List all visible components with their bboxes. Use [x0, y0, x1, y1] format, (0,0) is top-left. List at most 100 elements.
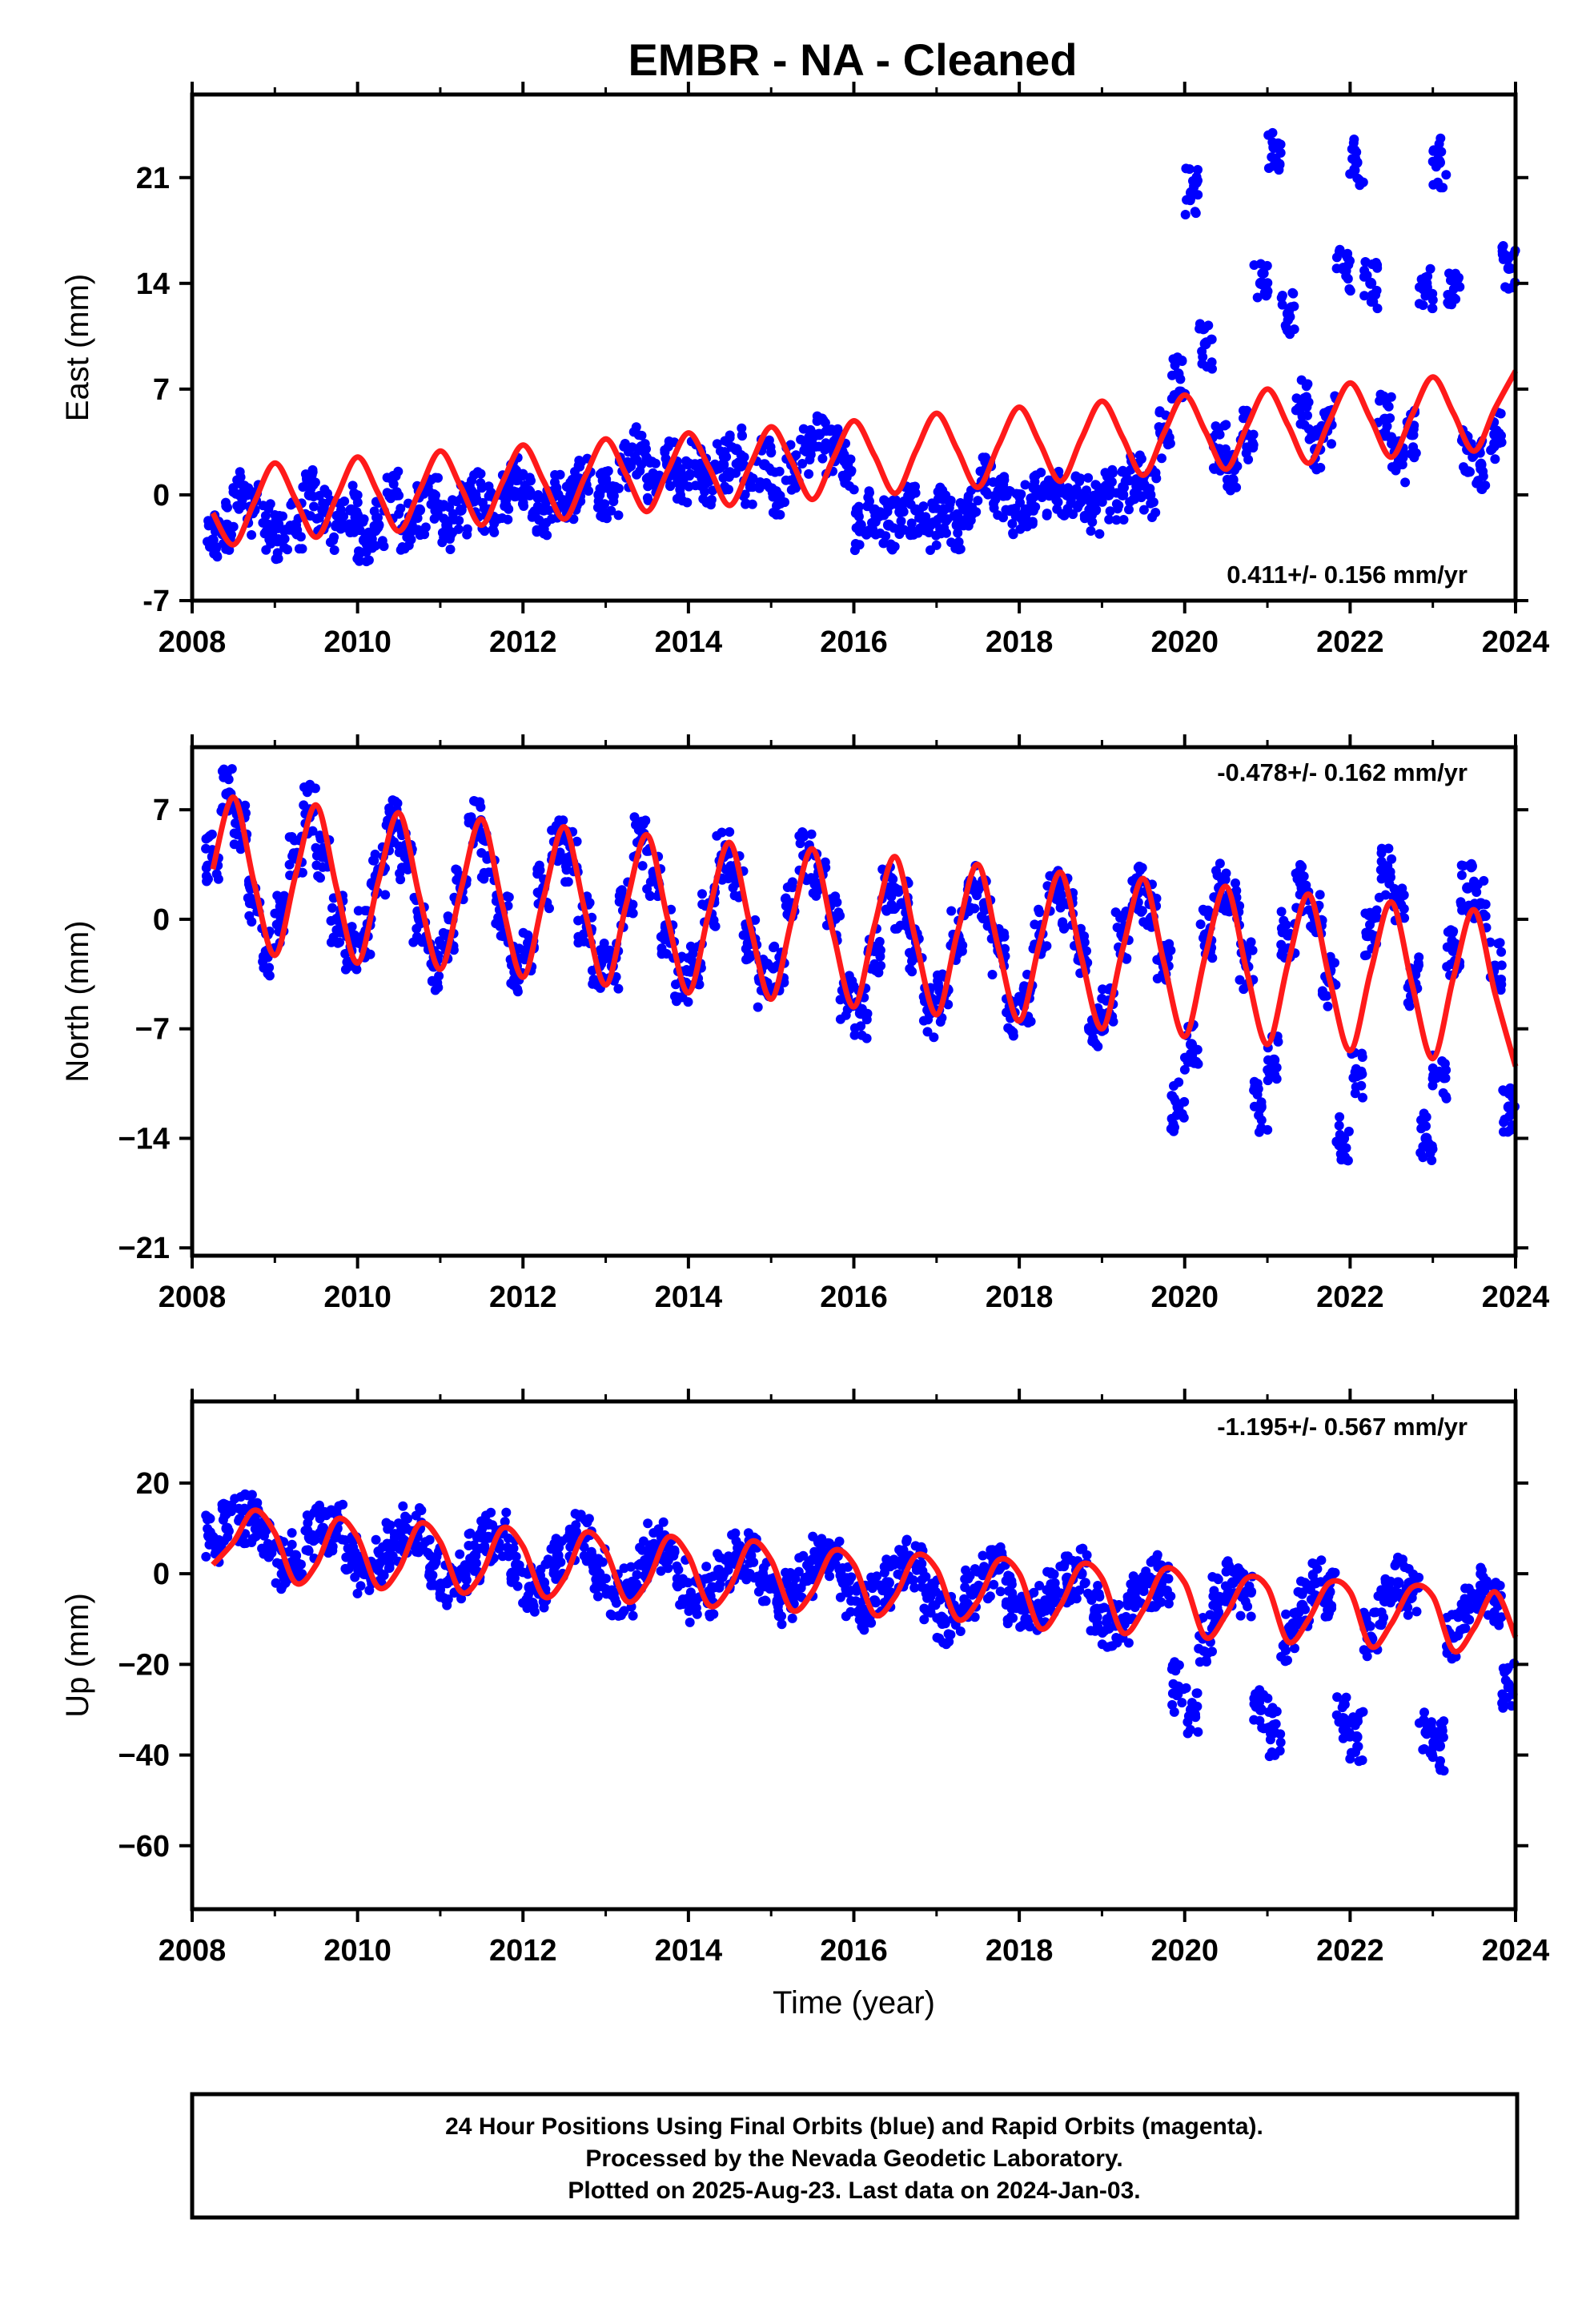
data-point-scatter	[1083, 472, 1094, 483]
data-point-scatter	[359, 514, 369, 525]
x-tick-label: 2008	[159, 625, 227, 659]
up-data-points	[201, 1489, 1520, 1776]
data-point-scatter	[672, 1561, 682, 1571]
data-point-scatter	[656, 949, 667, 959]
data-point-scatter	[1408, 442, 1419, 452]
data-point-scatter	[1128, 494, 1138, 505]
data-point-scatter	[1416, 1124, 1427, 1134]
data-point-scatter	[295, 532, 306, 542]
data-point-scatter	[258, 1544, 268, 1554]
x-tick-label: 2018	[986, 1934, 1054, 1968]
data-point-scatter	[284, 859, 295, 870]
data-point-scatter	[1152, 1550, 1162, 1560]
data-point-scatter	[767, 962, 777, 972]
data-point-scatter	[1420, 272, 1431, 283]
data-point-scatter	[247, 530, 257, 540]
data-point-scatter	[769, 943, 778, 953]
data-point-scatter	[311, 860, 322, 870]
data-point-scatter	[393, 466, 404, 476]
data-point-scatter	[518, 497, 528, 508]
data-point-scatter	[1033, 484, 1042, 494]
data-point-scatter	[314, 491, 324, 501]
data-point-scatter	[476, 1533, 487, 1543]
data-point-scatter	[1276, 292, 1287, 303]
data-point-scatter	[873, 963, 884, 973]
data-point-scatter	[1198, 352, 1208, 362]
data-point-scatter	[893, 1556, 903, 1566]
data-point-scatter	[1348, 138, 1359, 148]
data-point-scatter	[283, 545, 292, 555]
data-point-scatter	[1001, 486, 1011, 497]
data-point-scatter	[498, 931, 508, 942]
data-point-scatter	[1359, 271, 1369, 282]
data-point-scatter	[1174, 1077, 1184, 1088]
data-point-scatter	[980, 486, 990, 497]
data-point-scatter	[1170, 1657, 1180, 1667]
data-point-scatter	[623, 456, 632, 467]
data-point-scatter	[603, 466, 613, 476]
data-point-scatter	[1283, 315, 1293, 325]
data-point-scatter	[671, 979, 681, 990]
data-point-scatter	[1243, 1602, 1253, 1611]
data-point-scatter	[643, 481, 653, 492]
data-point-scatter	[781, 893, 791, 903]
data-point-scatter	[878, 538, 889, 549]
data-point-scatter	[584, 486, 594, 496]
data-point-scatter	[608, 491, 619, 501]
data-point-scatter	[1467, 861, 1477, 871]
data-point-scatter	[205, 1527, 215, 1538]
data-point-scatter	[725, 826, 735, 837]
data-point-scatter	[894, 508, 905, 518]
data-point-scatter	[596, 947, 607, 957]
data-point-scatter	[467, 815, 477, 825]
data-point-scatter	[1358, 1707, 1368, 1717]
data-point-scatter	[424, 1570, 434, 1581]
data-point-scatter	[397, 862, 407, 873]
data-point-scatter	[587, 1554, 597, 1563]
data-point-scatter	[1117, 467, 1127, 477]
data-point-scatter	[555, 469, 565, 480]
data-point-scatter	[670, 991, 680, 1002]
data-point-scatter	[1008, 529, 1018, 540]
data-point-scatter	[298, 482, 308, 493]
data-point-scatter	[1169, 1707, 1179, 1717]
data-point-scatter	[1273, 138, 1283, 148]
data-point-scatter	[1256, 1115, 1267, 1125]
data-point-scatter	[1177, 356, 1187, 366]
data-point-scatter	[1375, 865, 1386, 875]
x-tick-label: 2016	[820, 1934, 888, 1968]
data-point-scatter	[648, 468, 658, 478]
data-point-scatter	[373, 513, 383, 523]
data-point-scatter	[1220, 875, 1231, 885]
data-point-scatter	[1343, 1156, 1353, 1166]
data-point-scatter	[1257, 268, 1267, 279]
data-point-scatter	[452, 497, 461, 507]
data-point-scatter	[1057, 919, 1067, 929]
data-point-scatter	[351, 508, 362, 518]
data-point-scatter	[1472, 887, 1482, 897]
data-point-scatter	[532, 501, 543, 512]
data-point-scatter	[952, 509, 962, 519]
data-point-scatter	[512, 1581, 523, 1591]
x-tick-label: 2008	[159, 1281, 227, 1314]
data-point-scatter	[869, 1577, 880, 1587]
x-tick-label: 2008	[159, 1934, 227, 1968]
data-point-scatter	[989, 1579, 999, 1590]
data-point-scatter	[272, 1558, 282, 1568]
data-point-scatter	[1459, 1602, 1469, 1612]
data-point-scatter	[1017, 1605, 1027, 1615]
data-point-scatter	[937, 1611, 947, 1622]
data-point-scatter	[412, 513, 423, 523]
data-point-scatter	[1327, 1603, 1337, 1614]
data-point-scatter	[675, 1599, 685, 1610]
data-point-scatter	[768, 508, 778, 517]
data-point-scatter	[1454, 272, 1464, 283]
data-point-scatter	[1437, 1056, 1447, 1066]
data-point-scatter	[741, 498, 751, 509]
data-point-scatter	[1222, 474, 1232, 485]
data-point-scatter	[203, 860, 213, 870]
data-point-scatter	[642, 453, 652, 464]
data-point-scatter	[959, 501, 970, 511]
data-point-scatter	[1361, 927, 1371, 938]
data-point-scatter	[730, 1528, 741, 1538]
